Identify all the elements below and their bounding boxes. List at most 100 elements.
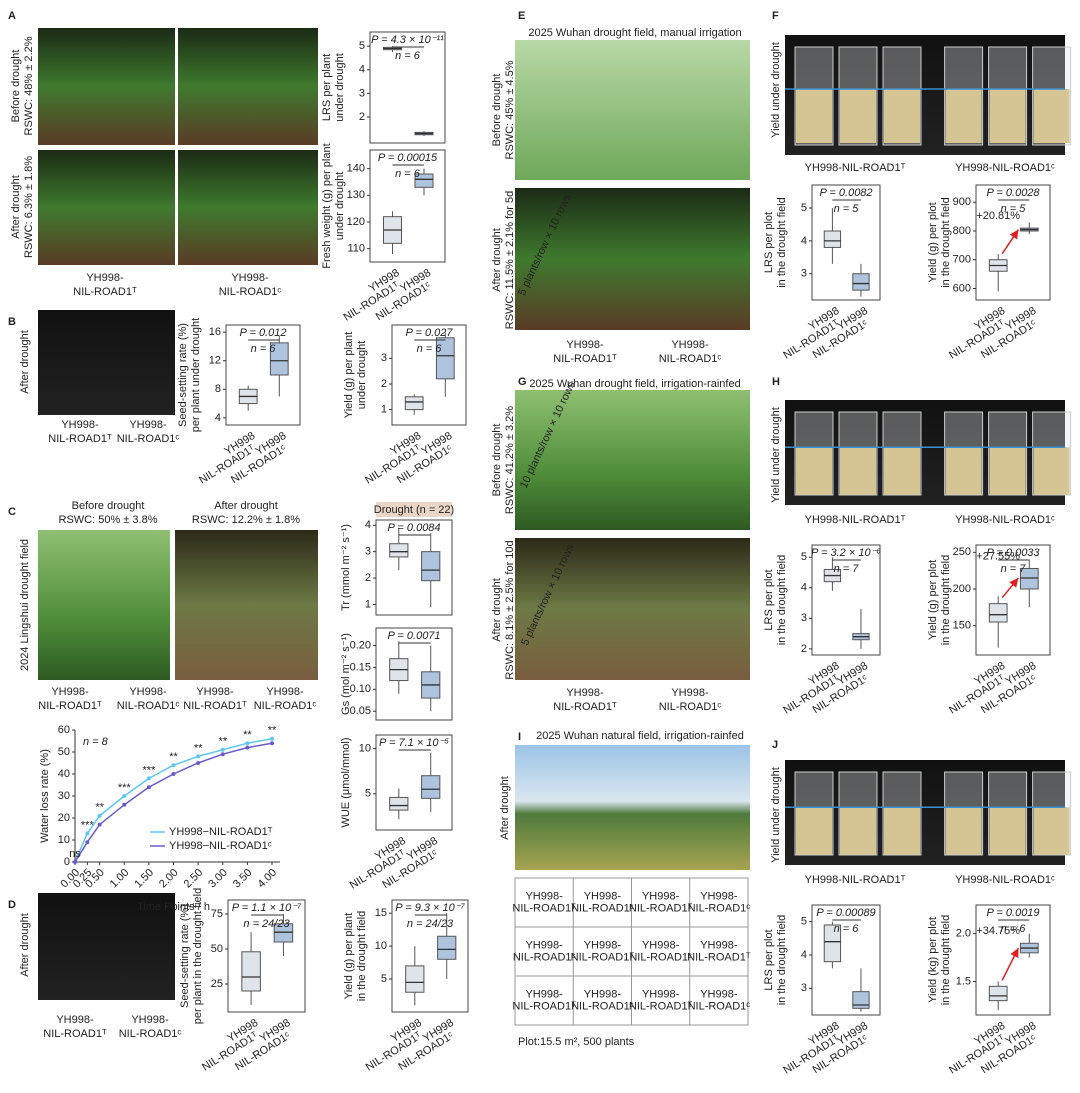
table-cell: YH998- — [525, 939, 563, 951]
grain — [989, 447, 1026, 495]
p-value: P = 0.0084 — [387, 522, 440, 534]
y-tick-label: 10 — [359, 742, 371, 754]
grain — [1033, 807, 1070, 855]
plot-frame — [975, 184, 1051, 301]
y-tick-label: 2 — [801, 643, 807, 655]
plot-frame — [225, 324, 301, 426]
significance: ** — [268, 725, 277, 737]
box — [852, 273, 870, 291]
y-tick-label: 0.10 — [350, 683, 371, 695]
point — [196, 754, 201, 759]
p-value: P = 7.1 × 10⁻⁵ — [379, 737, 449, 749]
side-label: Yield under drought — [770, 767, 782, 863]
y-axis-label: Tr (mmol m⁻² s⁻¹) — [340, 524, 352, 611]
panel-label: J — [772, 739, 778, 751]
p-value: P = 3.2 × 10⁻⁶ — [811, 547, 881, 559]
table-cell: NIL-ROAD1ᵀ — [687, 951, 751, 963]
annotation: +34.75% — [976, 925, 1020, 937]
y-tick-label: 0.15 — [350, 661, 371, 673]
caption: YH998- — [131, 1014, 169, 1026]
y-tick-label: 600 — [953, 282, 971, 294]
table-cell: YH998- — [642, 939, 680, 951]
y-tick-label: 200 — [953, 583, 971, 595]
y-tick-label: 12 — [209, 355, 221, 367]
photo — [178, 150, 318, 265]
photo — [175, 530, 318, 680]
table-cell: NIL-ROAD1ᵀ — [512, 1000, 576, 1012]
y-tick-label: 130 — [347, 189, 365, 201]
box — [405, 965, 425, 993]
grain — [945, 447, 982, 495]
plot-frame — [811, 544, 881, 656]
panel-label: D — [8, 899, 16, 911]
grain — [989, 89, 1026, 143]
legend-label: YH998−NIL-ROAD1ᵀ — [169, 826, 273, 838]
point — [245, 745, 250, 750]
photo-title: 2025 Wuhan drought field, manual irrigat… — [528, 27, 741, 39]
caption: NIL-ROAD1ᶜ — [117, 433, 180, 445]
grain — [840, 89, 876, 143]
caption: NIL-ROAD1ᵀ — [73, 286, 137, 298]
n-label: n = 24/23 — [243, 918, 290, 930]
photo — [515, 390, 750, 530]
significance: *** — [142, 764, 156, 776]
side-label: RSWC: 8.1% ± 2.5% for 10d — [504, 540, 516, 679]
y-axis-label: under drought — [334, 172, 346, 241]
table-cell: NIL-ROAD1ᵀ — [629, 902, 693, 914]
n-label: n = 24/23 — [407, 918, 454, 930]
panel-label: F — [772, 10, 779, 22]
y-tick-label: 3 — [801, 982, 807, 994]
y-tick-label: 20 — [58, 812, 70, 824]
point — [146, 776, 151, 781]
y-tick-label: 4 — [215, 412, 221, 424]
grain — [945, 807, 982, 855]
table-cell: YH998- — [525, 890, 563, 902]
y-tick-label: 60 — [58, 724, 70, 736]
side-label: RSWC: 11.5% ± 2.1% for 5d — [504, 191, 516, 330]
box — [414, 173, 434, 188]
table-cell: YH998- — [525, 988, 563, 1000]
y-axis-label: under drought — [356, 341, 368, 410]
significance: ** — [169, 751, 178, 763]
caption: YH998- — [196, 686, 234, 698]
series-line — [74, 738, 273, 863]
panel-label: B — [8, 316, 16, 328]
y-axis-label: Seed-setting rate (%) — [179, 904, 191, 1008]
y-axis-label: Gs (mol m⁻² s⁻¹) — [340, 633, 352, 715]
box — [269, 342, 289, 376]
y-axis-label: in the drought field — [776, 197, 788, 288]
photo-title: 2025 Wuhan drought field, irrigation-rai… — [529, 378, 740, 390]
significance: ** — [218, 736, 227, 748]
caption: NIL-ROAD1ᶜ — [119, 1028, 182, 1040]
y-tick-label: 75 — [211, 908, 223, 920]
grain — [884, 447, 920, 495]
p-value: P = 0.00089 — [816, 907, 875, 919]
y-axis-label: Yield (g) per plot — [927, 202, 939, 282]
y-tick-label: 4 — [801, 235, 807, 247]
header: Drought (n = 22) — [374, 504, 454, 516]
p-value: P = 0.012 — [240, 327, 287, 339]
significance: ** — [95, 802, 104, 814]
caption: YH998- — [671, 687, 709, 699]
y-tick-label: 10 — [58, 834, 70, 846]
y-axis-label: WUE (μmol/mmol) — [340, 737, 352, 827]
box — [389, 543, 409, 558]
table-cell: NIL-ROAD1ᶜ — [571, 902, 634, 914]
y-axis-label: under drought — [334, 53, 346, 122]
y-axis-label: LRS per plot — [763, 569, 775, 630]
n-label: n = 6 — [251, 343, 277, 355]
panel-label: A — [8, 10, 16, 22]
caption: NIL-ROAD1ᵀ — [553, 701, 617, 713]
y-tick-label: 3 — [359, 87, 365, 99]
plot-frame — [375, 519, 453, 616]
caption: NIL-ROAD1ᵀ — [43, 1028, 107, 1040]
y-tick-label: 5 — [365, 788, 371, 800]
box — [241, 951, 261, 992]
y-tick-label: 3 — [801, 268, 807, 280]
table-cell: YH998- — [584, 890, 622, 902]
table-cell: NIL-ROAD1ᶜ — [688, 902, 751, 914]
p-value: P = 4.3 × 10⁻¹¹ — [371, 34, 444, 46]
point — [85, 840, 90, 845]
p-value: P = 1.1 × 10⁻⁷ — [232, 902, 302, 914]
y-axis-label: Water loss rate (%) — [39, 749, 51, 843]
